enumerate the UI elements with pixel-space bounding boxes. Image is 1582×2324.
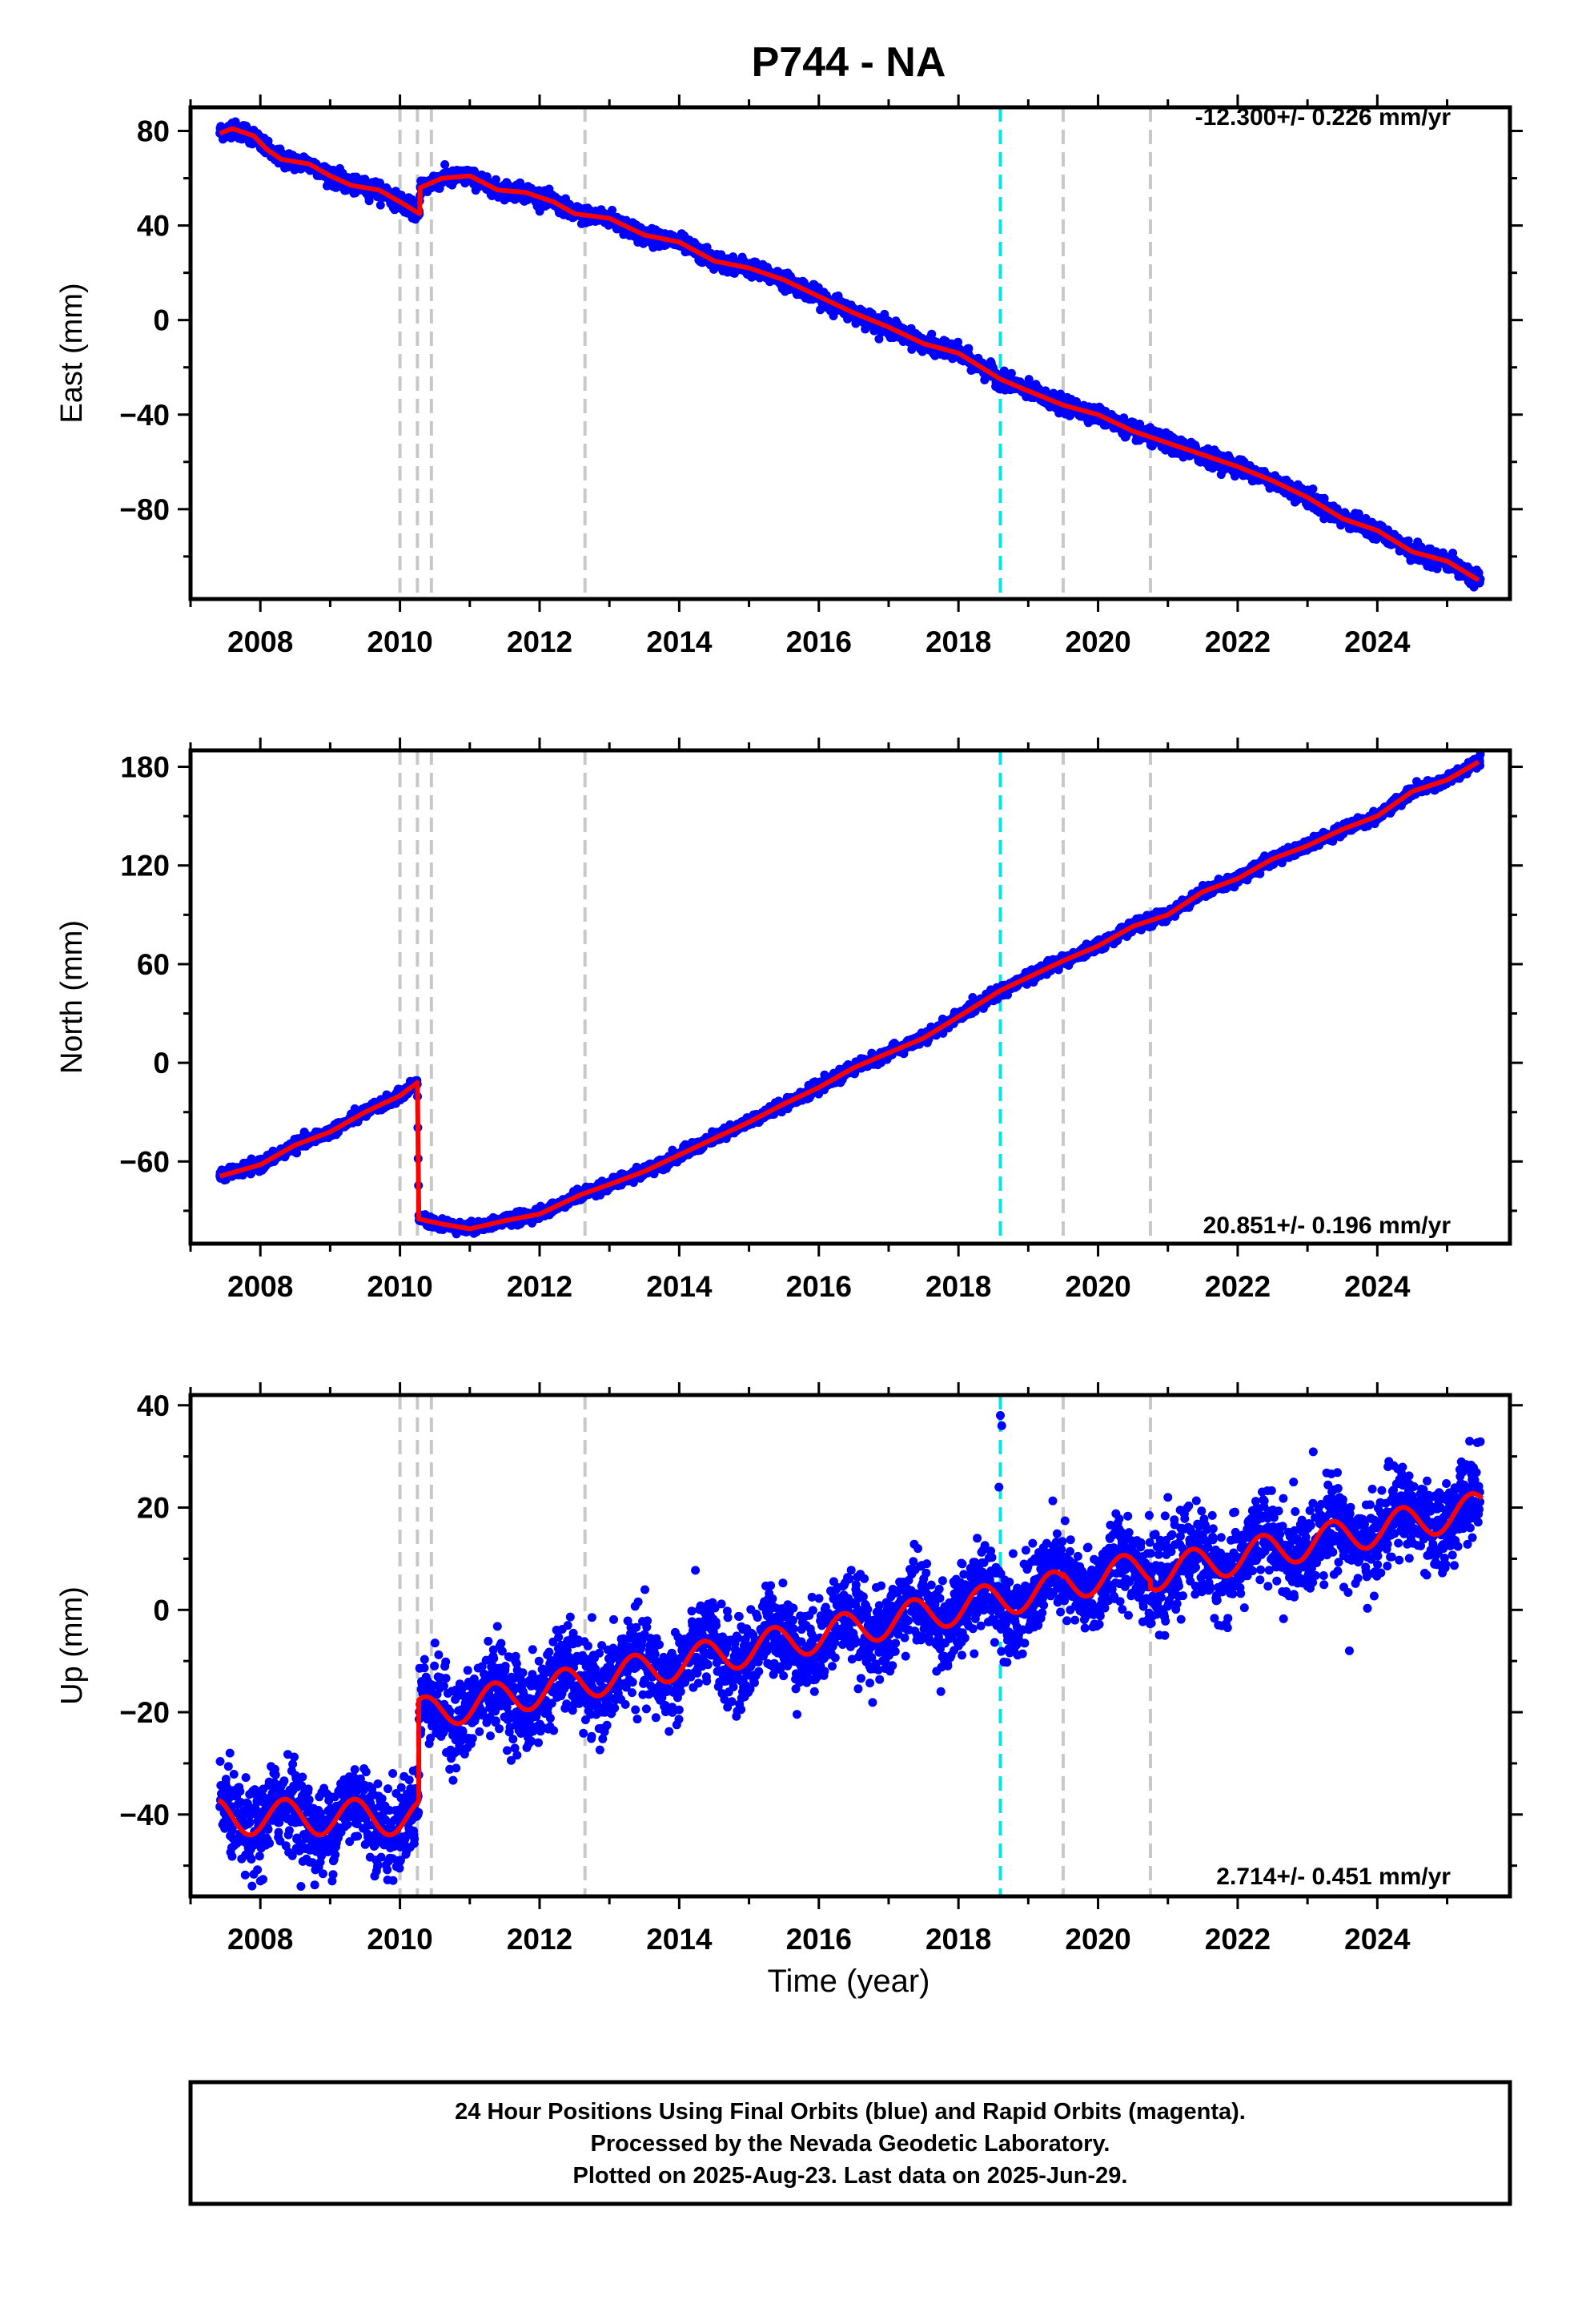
- east-rate-annotation: -12.300+/- 0.226 mm/yr: [1195, 104, 1452, 131]
- north-data-points: [215, 750, 1485, 1239]
- east-y-tick-label-0: 80: [137, 115, 170, 148]
- east-x-tick-label-2024: 2024: [1344, 625, 1411, 658]
- east-y-axis-label: East (mm): [55, 283, 89, 423]
- east-x-tick-label-2022: 2022: [1205, 625, 1271, 658]
- east-y-tick-label-3: −40: [119, 399, 170, 432]
- east-x-tick-label-2014: 2014: [646, 625, 713, 658]
- north-panel: 2008 2010 2012 2014 2016 2018 2020 2022 20241801…: [55, 738, 1523, 1303]
- east-x-tick-label-2020: 2020: [1065, 625, 1130, 658]
- east-y-tick-label-2: 0: [153, 304, 170, 337]
- east-data-point-2447: [964, 344, 974, 353]
- east-y-tick-label-1: 40: [137, 210, 170, 243]
- east-x-tick-label-2016: 2016: [786, 625, 852, 658]
- east-offset-lines: [398, 107, 1152, 599]
- east-x-tick-label-2010: 2010: [367, 625, 432, 658]
- east-x-tick-label-2018: 2018: [926, 625, 991, 658]
- north-offset-lines: [398, 750, 1152, 1244]
- east-data-point-3572: [1308, 485, 1318, 493]
- figure-title: P744 - NA: [752, 39, 946, 86]
- east-plot-frame: [188, 105, 1512, 601]
- east-data-point-158: [263, 136, 273, 146]
- east-y-tick-label-4: −80: [119, 493, 170, 526]
- east-x-tick-label-2008: 2008: [227, 625, 293, 658]
- east-data-points: [215, 117, 1485, 592]
- east-panel: 2008 2010 2012 2014 2016 2018 2020 2022 2024 80 40…: [55, 94, 1523, 658]
- east-x-tick-label-2012: 2012: [507, 625, 572, 658]
